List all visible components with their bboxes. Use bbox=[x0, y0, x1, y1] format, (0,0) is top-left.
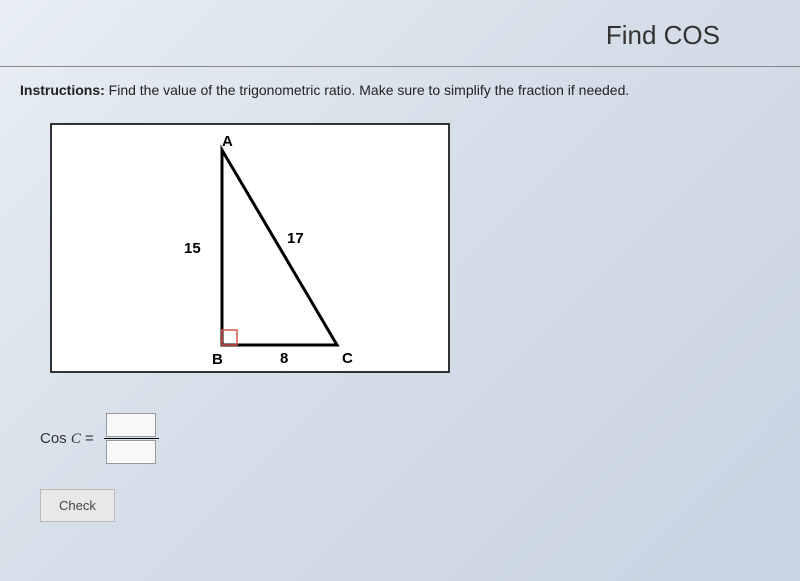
side-AC-label: 17 bbox=[287, 230, 304, 247]
triangle-svg bbox=[52, 125, 452, 375]
instructions-label: Instructions: bbox=[20, 82, 105, 98]
answer-row: Cos C = bbox=[40, 413, 780, 464]
side-BC-label: 8 bbox=[280, 350, 288, 367]
instructions-text: Find the value of the trigonometric rati… bbox=[105, 82, 629, 98]
header: Find COS bbox=[0, 0, 800, 67]
instructions: Instructions: Find the value of the trig… bbox=[20, 82, 780, 98]
triangle-diagram: A B C 15 17 8 bbox=[50, 123, 450, 373]
vertex-B-label: B bbox=[212, 351, 223, 368]
vertex-A-label: A bbox=[222, 133, 233, 150]
check-button[interactable]: Check bbox=[40, 489, 115, 522]
cos-prefix: Cos bbox=[40, 430, 71, 447]
fraction-input-group bbox=[104, 413, 159, 464]
page-title: Find COS bbox=[606, 20, 720, 50]
cos-label: Cos C = bbox=[40, 430, 94, 448]
cos-variable: C bbox=[71, 431, 81, 447]
right-angle-marker bbox=[222, 330, 237, 345]
content-area: Instructions: Find the value of the trig… bbox=[0, 67, 800, 537]
cos-suffix: = bbox=[81, 430, 94, 447]
vertex-C-label: C bbox=[342, 350, 353, 367]
fraction-line bbox=[104, 438, 159, 439]
side-AB-label: 15 bbox=[184, 240, 201, 257]
numerator-input[interactable] bbox=[106, 413, 156, 437]
denominator-input[interactable] bbox=[106, 440, 156, 464]
triangle-shape bbox=[222, 150, 337, 345]
